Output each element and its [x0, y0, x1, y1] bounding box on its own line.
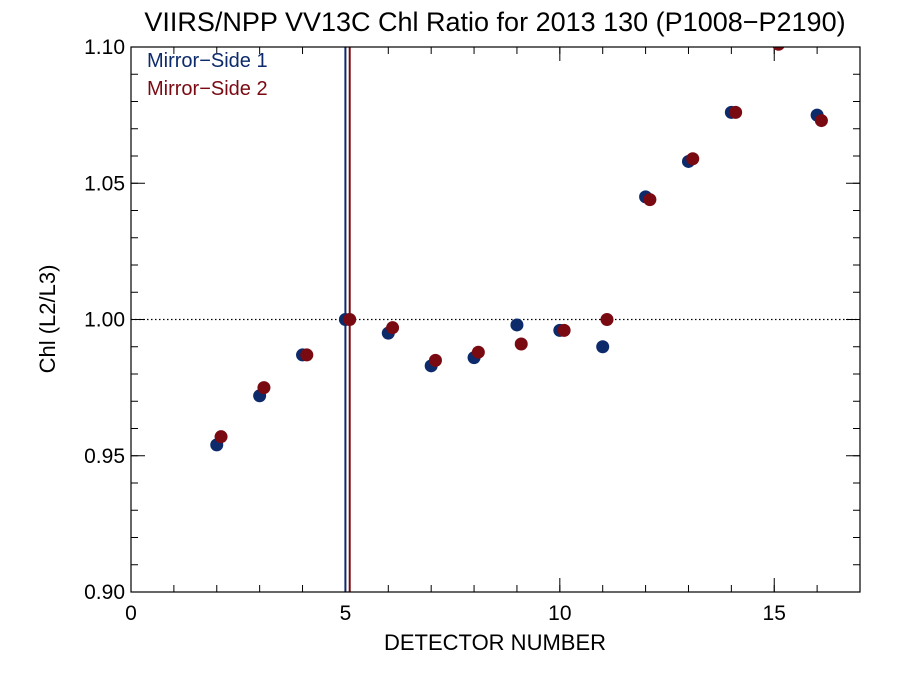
series-2-point	[772, 47, 785, 51]
y-tick-label: 0.90	[84, 581, 125, 604]
series-2-point	[729, 105, 743, 119]
series-1-point	[510, 318, 524, 332]
series-2-point	[214, 430, 228, 444]
series-2-point	[643, 193, 657, 207]
x-tick-label: 10	[548, 602, 571, 625]
series-1-point	[596, 340, 610, 354]
chart-title: VIIRS/NPP VV13C Chl Ratio for 2013 130 (…	[144, 7, 845, 37]
legend-entry-mirror-side-1: Mirror−Side 1	[147, 50, 268, 72]
series-2-point	[471, 345, 485, 359]
y-tick-label: 1.10	[84, 36, 125, 59]
series-2-point	[600, 313, 614, 326]
series-2-point	[343, 313, 357, 326]
y-tick-label: 0.95	[84, 445, 125, 468]
series-2-point	[386, 321, 400, 335]
x-tick-label: 0	[125, 602, 137, 625]
legend-entry-mirror-side-2: Mirror−Side 2	[147, 78, 268, 100]
series-2-point	[557, 323, 571, 337]
x-tick-label: 15	[763, 602, 786, 625]
legend: Mirror−Side 1 Mirror−Side 2	[147, 50, 268, 100]
y-tick-label: 1.05	[84, 172, 125, 195]
y-tick-label: 1.00	[84, 309, 125, 332]
series-2-point	[514, 337, 528, 351]
data-points	[210, 47, 828, 452]
series-2-point	[257, 381, 271, 395]
x-axis-label: DETECTOR NUMBER	[384, 630, 606, 655]
series-2-point	[686, 152, 700, 166]
series-2-point	[300, 348, 314, 362]
plot-frame	[130, 46, 861, 593]
tick-labels: 0 5 10 15 0.90 0.95 1.00 1.05 1.10	[84, 36, 786, 625]
series-2-point	[428, 353, 442, 367]
series-2-point	[814, 114, 828, 128]
x-tick-label: 5	[340, 602, 352, 625]
y-axis-label: Chl (L2/L3)	[35, 265, 60, 374]
